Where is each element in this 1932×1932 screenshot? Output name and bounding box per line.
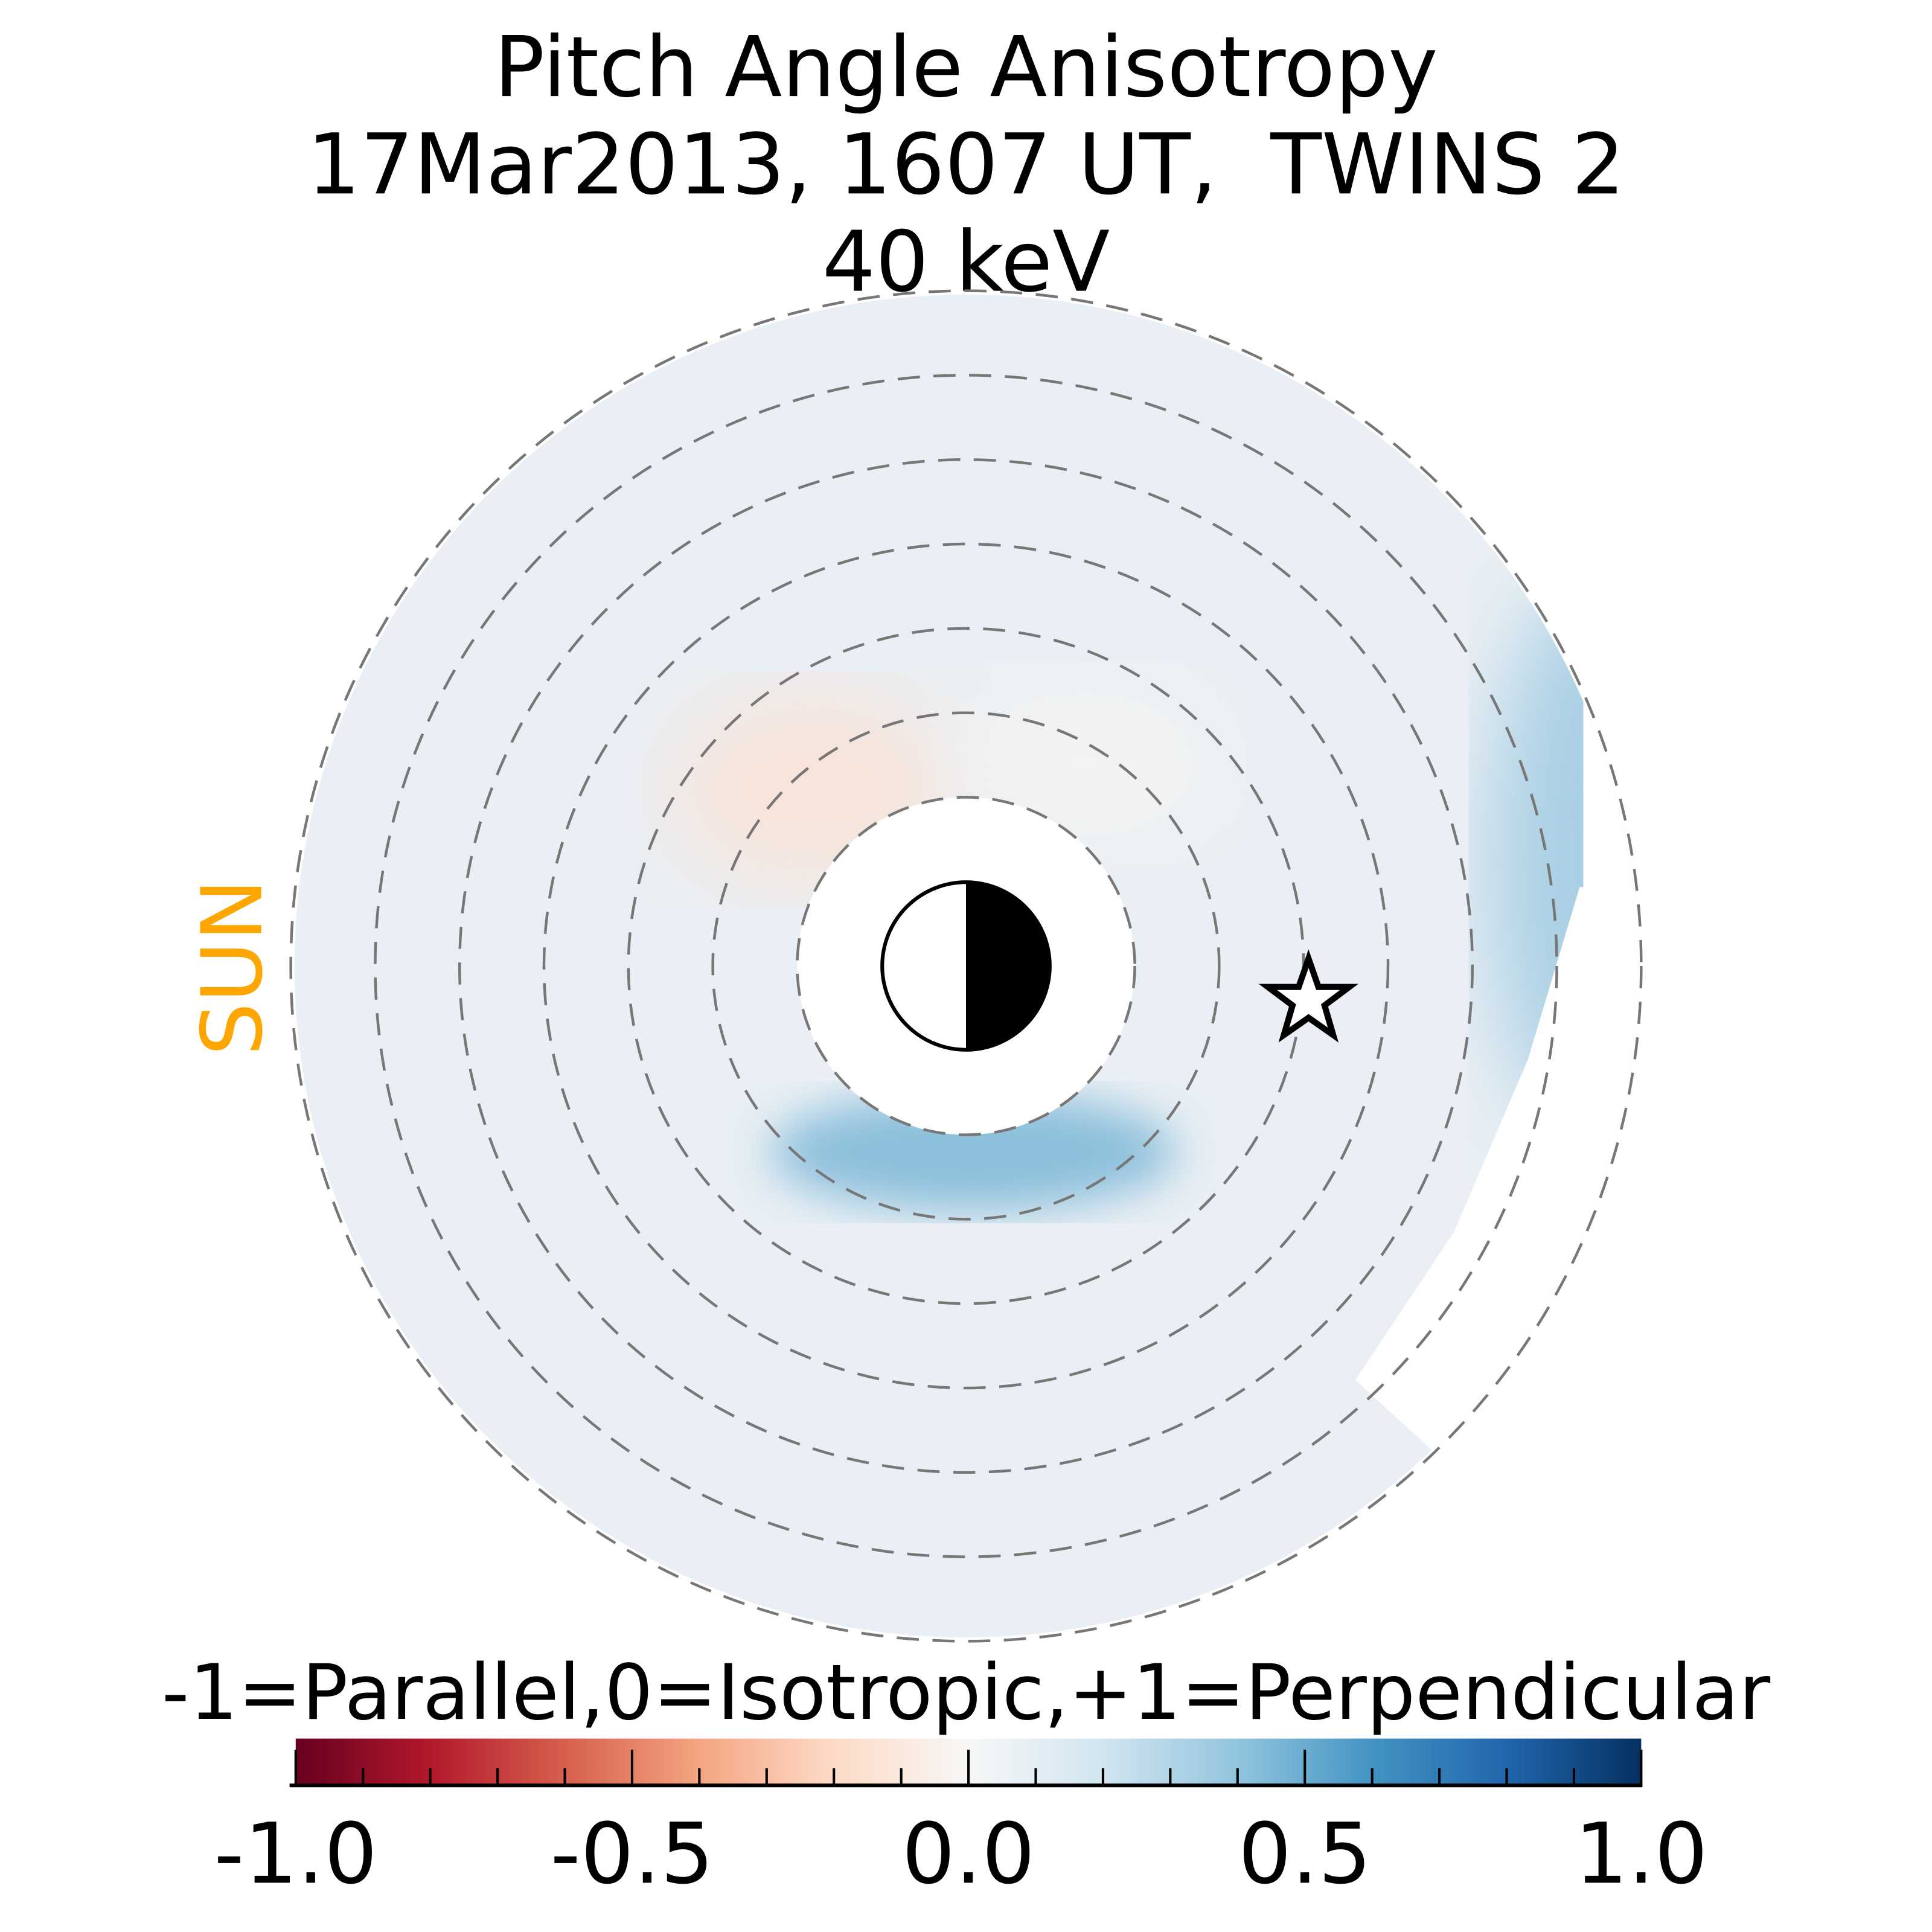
tick-label: 0.5 <box>1238 1805 1372 1902</box>
title-line-2: 17Mar2013, 1607 UT, TWINS 2 <box>307 115 1625 213</box>
title-line-1: Pitch Angle Anisotropy <box>494 18 1438 116</box>
perpendicular-band <box>770 1093 1177 1212</box>
ring-7 <box>289 289 1643 1643</box>
ring-1 <box>796 796 1136 1136</box>
tick-label: -0.5 <box>551 1805 714 1902</box>
tick-label: 0.0 <box>902 1805 1035 1902</box>
sun-label: SUN <box>184 878 281 1055</box>
ring-6 <box>374 374 1558 1558</box>
ring-4 <box>542 542 1390 1390</box>
colorbar-ticks <box>294 1749 1643 1786</box>
spacecraft-star-icon <box>1258 949 1358 1043</box>
colorbar-tick-labels: -1.0 -0.5 0.0 0.5 1.0 <box>214 1805 1707 1902</box>
ring-2 <box>711 711 1221 1221</box>
tick-label: -1.0 <box>214 1805 377 1902</box>
earth-icon <box>880 880 1052 1052</box>
tick-label: 1.0 <box>1575 1805 1708 1902</box>
colorbar-label: -1=Parallel,0=Isotropic,+1=Perpendicular <box>162 1648 1771 1737</box>
title-line-3: 40 keV <box>822 213 1110 311</box>
ring-5 <box>458 458 1474 1474</box>
